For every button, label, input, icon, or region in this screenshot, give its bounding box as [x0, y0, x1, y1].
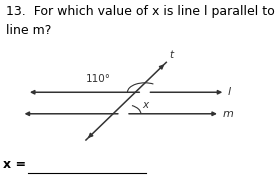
Text: 13.  For which value of x is line l parallel to: 13. For which value of x is line l paral… — [6, 5, 274, 18]
Text: m: m — [223, 109, 234, 119]
Text: 110°: 110° — [86, 74, 111, 84]
Text: l: l — [228, 87, 231, 97]
Text: x: x — [142, 100, 148, 110]
Text: line m?: line m? — [6, 24, 51, 37]
Text: x =: x = — [3, 158, 26, 171]
Text: t: t — [169, 50, 173, 60]
